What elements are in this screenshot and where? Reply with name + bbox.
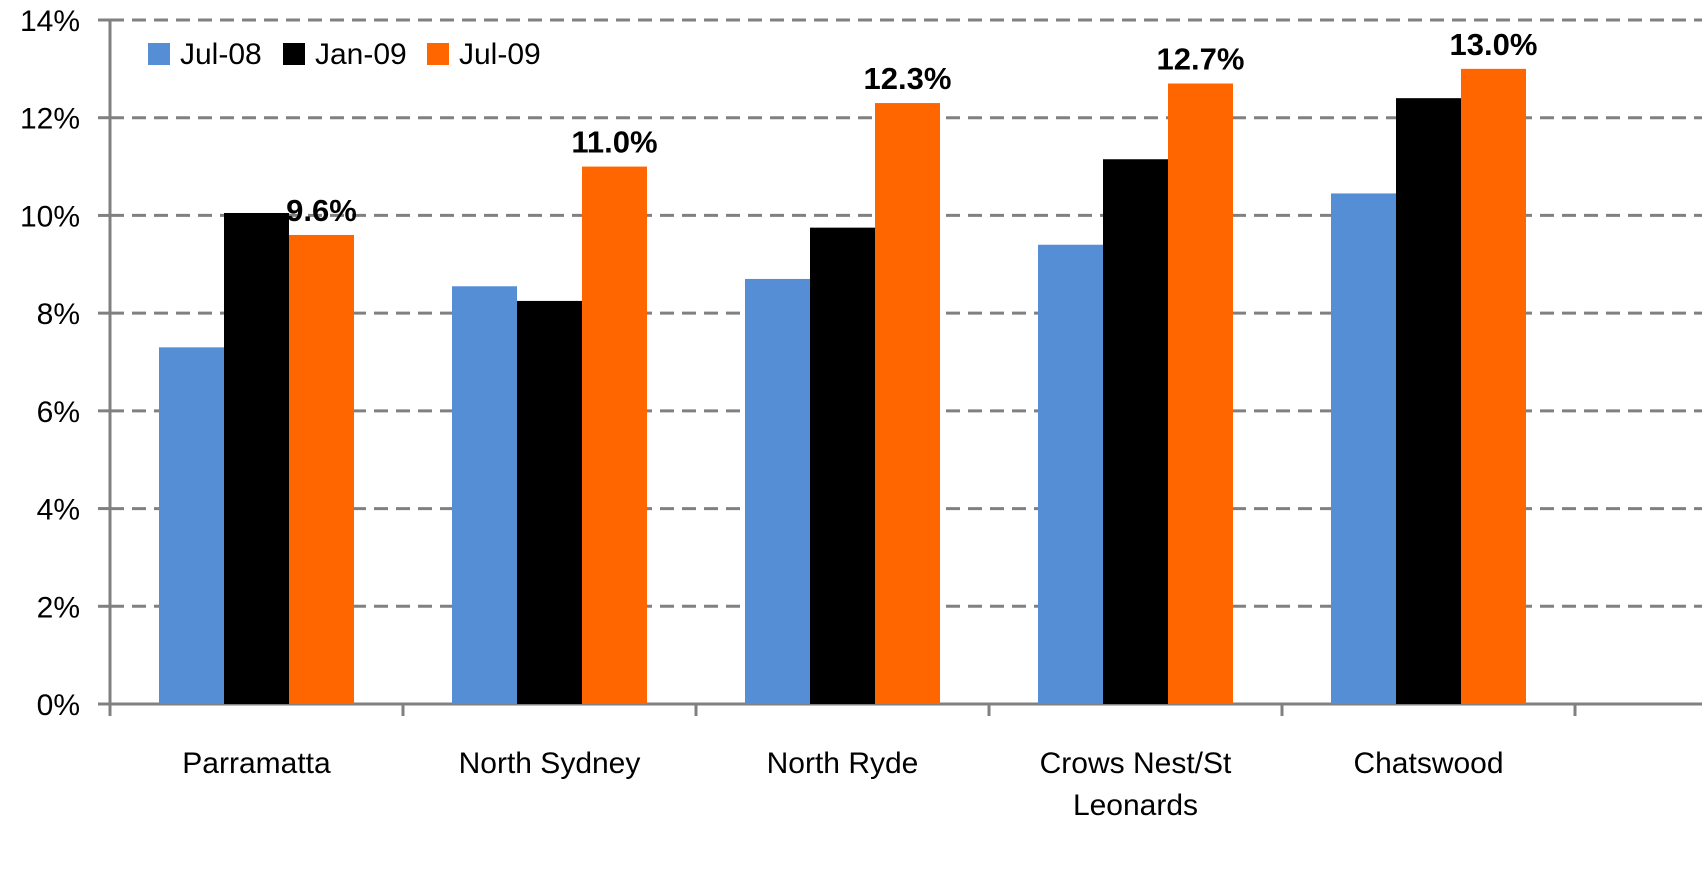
bar [1461,68,1526,705]
category-label-line: Parramatta [182,747,331,780]
y-axis-tick-labels: 0% 2% 4% 6% 8% 10% 12% 14% [20,5,80,722]
data-label: 11.0% [571,125,657,160]
y-tick-label: 6% [37,396,80,429]
category-label-line: North Ryde [767,747,919,780]
legend-label: Jan-09 [315,38,407,71]
category-label: North Ryde [767,747,919,780]
bar [745,278,810,704]
category-label: Crows Nest/St Leonards [1040,747,1232,822]
bar [1331,193,1396,704]
category-label-line: Chatswood [1353,747,1503,780]
bar [289,234,354,704]
y-tick-label: 14% [20,5,80,38]
data-label: 13.0% [1450,27,1538,62]
data-label: 12.7% [1157,42,1245,77]
data-label: 12.3% [864,61,952,96]
y-tick-label: 2% [37,591,80,624]
bars [159,68,1526,705]
x-axis-category-labels: Parramatta North Sydney North Ryde Crows Ne… [182,747,1503,822]
y-tick-label: 0% [37,689,80,722]
category-label-line: North Sydney [459,747,641,780]
legend-label: Jul-09 [459,38,541,71]
bar [582,166,647,705]
legend-swatch [283,43,305,65]
data-labels: 9.6% 11.0% 12.3% 12.7% 13.0% [286,27,1537,228]
series-Jul-08 [159,193,1396,704]
category-label-line: Leonards [1073,789,1198,822]
series-Jul-09 [289,68,1526,705]
y-tick-label: 4% [37,494,80,527]
bar [1168,83,1233,704]
bar [452,286,517,704]
bar [810,227,875,704]
legend-label: Jul-08 [180,38,262,71]
category-label: North Sydney [459,747,641,780]
legend-swatch [427,43,449,65]
series-Jan-09 [224,98,1461,704]
y-tick-label: 12% [20,103,80,136]
category-label: Chatswood [1353,747,1503,780]
y-tick-label: 10% [20,200,80,233]
bar [517,300,582,704]
bar [875,103,940,705]
legend-swatch [148,43,170,65]
category-label: Parramatta [182,747,331,780]
y-tick-label: 8% [37,298,80,331]
bar [224,212,289,704]
category-label-line: Crows Nest/St [1040,747,1232,780]
bar [1103,159,1168,704]
legend: Jul-08 Jan-09 Jul-09 [148,38,541,71]
bar [159,347,224,704]
bar [1396,98,1461,704]
bar [1038,244,1103,704]
data-label: 9.6% [286,193,357,228]
